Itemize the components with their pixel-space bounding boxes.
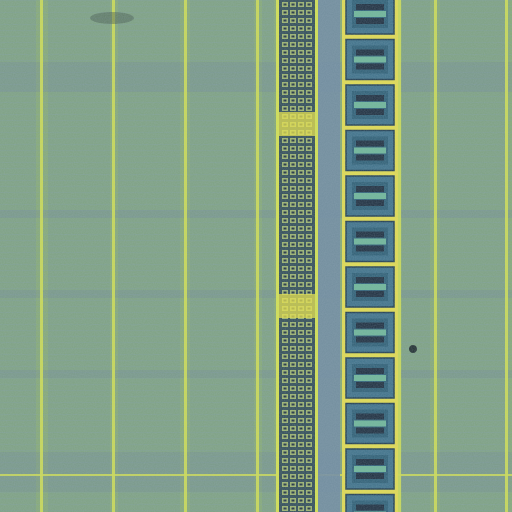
die-photo: [0, 0, 512, 512]
grain-overlay: [0, 0, 512, 512]
die-micrograph: [0, 0, 512, 512]
